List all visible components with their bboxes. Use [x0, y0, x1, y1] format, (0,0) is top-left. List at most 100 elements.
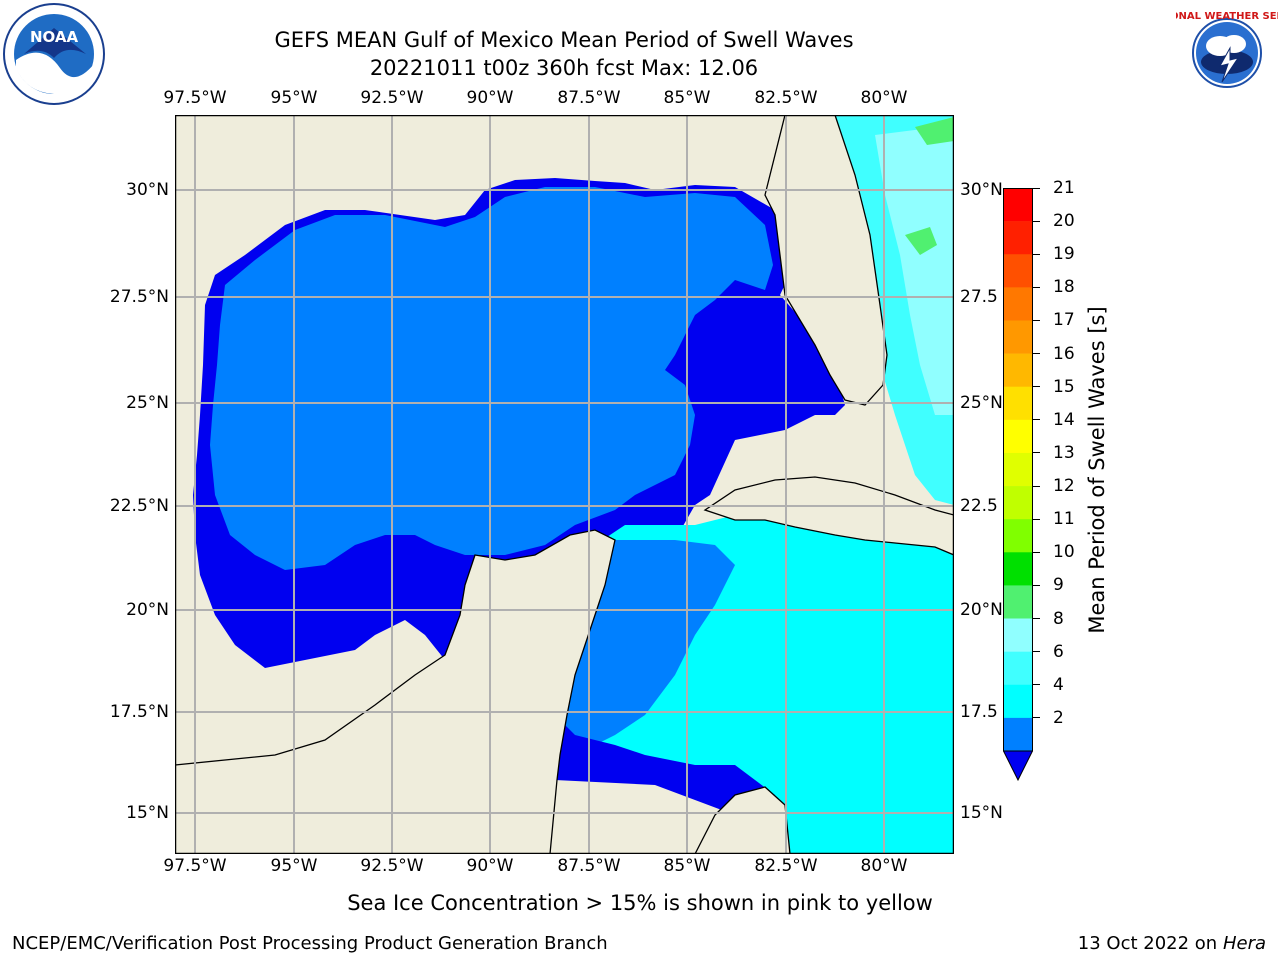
lon-label-bottom-0: 97.5°W: [163, 856, 227, 876]
colorbar-tick-label-10: 11: [1053, 509, 1075, 530]
lat-label-left-0: 30°N: [126, 180, 169, 200]
colorbar-tick-mark-11: [1033, 551, 1040, 553]
caribbean-shelf-region: [550, 715, 785, 854]
lon-label-top-3: 90°W: [466, 88, 514, 108]
lat-label-left-2: 25°N: [126, 393, 169, 413]
lon-label-bottom-6: 82.5°W: [754, 856, 818, 876]
caribbean-near-shore-region: [560, 540, 735, 755]
colorbar-tick-label-8: 13: [1053, 442, 1075, 463]
colorbar-tick-mark-8: [1033, 452, 1040, 454]
colorbar-tick-label-0: 21: [1053, 178, 1075, 198]
colorbar-tick-label-16: 2: [1053, 707, 1064, 728]
colorbar-band-13: [1003, 618, 1033, 652]
lon-label-top-1: 95°W: [270, 88, 318, 108]
colorbar-band-4: [1003, 320, 1033, 354]
lon-label-top-7: 80°W: [860, 88, 908, 108]
nws-logo: NATIONAL WEATHER SERVICE: [1144, 2, 1280, 104]
colorbar-tick-mark-7: [1033, 419, 1040, 421]
colorbar-band-0: [1003, 188, 1033, 222]
lon-label-bottom-5: 85°W: [663, 856, 711, 876]
colorbar-band-15: [1003, 684, 1033, 719]
chart-subtitle: 20221011 t00z 360h fcst Max: 12.06: [369, 56, 759, 80]
lon-label-top-4: 87.5°W: [557, 88, 621, 108]
colorbar-tick-label-11: 10: [1053, 542, 1075, 563]
lon-label-bottom-4: 87.5°W: [557, 856, 621, 876]
lon-label-bottom-3: 90°W: [466, 856, 514, 876]
footer-date-text: 13 Oct 2022 on: [1077, 933, 1223, 954]
colorbar: [1003, 188, 1033, 781]
lon-label-bottom-1: 95°W: [270, 856, 318, 876]
colorbar-tick-mark-13: [1033, 618, 1040, 620]
noaa-logo-text: NOAA: [30, 28, 79, 46]
colorbar-tick-mark-15: [1033, 684, 1040, 686]
colorbar-tick-mark-12: [1033, 584, 1040, 586]
lat-label-left-1: 27.5°N: [109, 287, 169, 307]
colorbar-label: Mean Period of Swell Waves [s]: [1085, 306, 1109, 634]
central-america-land: [694, 786, 791, 854]
lon-label-bottom-2: 92.5°W: [360, 856, 424, 876]
colorbar-band-10: [1003, 519, 1033, 553]
colorbar-tick-mark-5: [1033, 353, 1040, 355]
colorbar-tick-mark-1: [1033, 220, 1040, 222]
colorbar-tick-label-4: 17: [1053, 310, 1075, 331]
lat-label-right-2: 25°N: [960, 393, 1003, 413]
colorbar-tick-label-13: 8: [1053, 608, 1064, 629]
sea-ice-note: Sea Ice Concentration > 15% is shown in …: [347, 891, 933, 915]
colorbar-tick-mark-3: [1033, 286, 1040, 288]
gulf-central-region: [210, 187, 773, 570]
colorbar-band-1: [1003, 221, 1033, 255]
colorbar-tick-label-14: 6: [1053, 641, 1064, 662]
lon-label-bottom-7: 80°W: [860, 856, 908, 876]
colorbar-band-16: [1003, 717, 1033, 752]
colorbar-band-14: [1003, 651, 1033, 686]
map-gridlines: [175, 115, 954, 854]
atlantic-green-patch: [915, 117, 954, 145]
colorbar-tick-label-1: 20: [1053, 211, 1075, 232]
colorbar-tick-mark-16: [1033, 717, 1040, 719]
lat-label-right-4: 20°N: [960, 600, 1003, 620]
atlantic-green-patch-2: [905, 227, 937, 255]
nws-logo-text: NATIONAL WEATHER SERVICE: [1176, 11, 1278, 22]
lon-label-top-5: 85°W: [663, 88, 711, 108]
colorbar-outline: [1003, 188, 1033, 752]
colorbar-tick-mark-6: [1033, 386, 1040, 388]
colorbar-band-3: [1003, 287, 1033, 321]
colorbar-tick-label-6: 15: [1053, 376, 1075, 397]
colorbar-band-9: [1003, 486, 1033, 520]
colorbar-band-8: [1003, 452, 1033, 487]
lat-label-right-5: 17.5: [960, 702, 998, 722]
colorbar-tick-label-5: 16: [1053, 343, 1075, 364]
footer-host: Hera: [1222, 933, 1266, 954]
colorbar-band-12: [1003, 585, 1033, 619]
colorbar-tick-label-12: 9: [1053, 575, 1064, 596]
colorbar-band-6: [1003, 386, 1033, 421]
map-frame: [175, 115, 954, 854]
lat-label-right-3: 22.5: [960, 496, 998, 516]
noaa-logo: NOAA: [2, 2, 106, 106]
colorbar-tick-label-7: 14: [1053, 409, 1075, 430]
chart-title: GEFS MEAN Gulf of Mexico Mean Period of …: [274, 28, 854, 52]
colorbar-tick-label-3: 18: [1053, 277, 1075, 298]
footer-date: 13 Oct 2022 on Hera: [1078, 933, 1266, 954]
colorbar-tick-mark-2: [1033, 253, 1040, 255]
colorbar-band-5: [1003, 353, 1033, 388]
colorbar-tick-mark-10: [1033, 518, 1040, 520]
colorbar-tick-mark-14: [1033, 651, 1040, 653]
lat-label-left-5: 17.5°N: [109, 702, 169, 722]
atlantic-light-region: [875, 125, 954, 415]
colorbar-tick-label-15: 4: [1053, 674, 1064, 695]
colorbar-tick-mark-0: [1033, 187, 1040, 189]
colorbar-band-11: [1003, 552, 1033, 586]
colorbar-tick-mark-4: [1033, 319, 1040, 321]
footer-credit: NCEP/EMC/Verification Post Processing Pr…: [12, 933, 608, 954]
colorbar-tick-mark-9: [1033, 485, 1040, 487]
lat-label-left-6: 15°N: [126, 803, 169, 823]
colorbar-band-2: [1003, 254, 1033, 288]
lat-label-left-3: 22.5°N: [109, 496, 169, 516]
lat-label-right-0: 30°N: [960, 180, 1003, 200]
colorbar-under-arrow: [1003, 750, 1033, 781]
lon-label-top-0: 97.5°W: [163, 88, 227, 108]
colorbar-band-7: [1003, 419, 1033, 454]
lon-label-top-6: 82.5°W: [754, 88, 818, 108]
lat-label-right-6: 15°N: [960, 803, 1003, 823]
